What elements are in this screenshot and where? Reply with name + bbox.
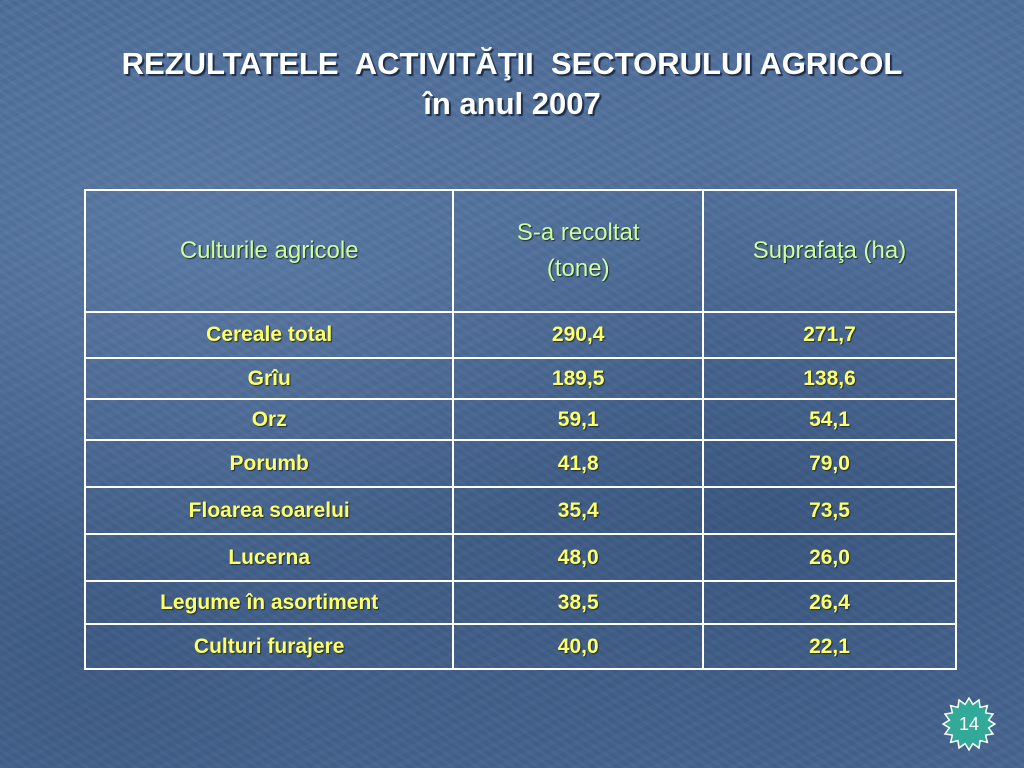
area-cell: 73,5 — [702, 486, 957, 535]
table-row: Cereale total 290,4 271,7 — [83, 311, 957, 359]
area-cell: 26,0 — [702, 533, 957, 582]
harvest-cell: 48,0 — [452, 533, 705, 582]
table-row: Lucerna 48,0 26,0 — [83, 533, 957, 582]
page-number: 14 — [958, 714, 980, 734]
agricultural-results-table: Culturile agricole S-a recoltat (tone) S… — [83, 189, 957, 670]
page-number-badge: 14 — [941, 696, 997, 752]
harvest-cell: 59,1 — [452, 398, 705, 441]
table-row: Legume în asortiment 38,5 26,4 — [83, 580, 957, 625]
crop-name-cell: Culturi furajere — [83, 623, 455, 670]
harvest-cell: 290,4 — [452, 311, 705, 359]
crop-name-cell: Grîu — [83, 357, 455, 400]
crop-name-cell: Lucerna — [83, 533, 455, 582]
crop-name-cell: Porumb — [83, 439, 455, 488]
harvest-cell: 41,8 — [452, 439, 705, 488]
area-cell: 26,4 — [702, 580, 957, 625]
area-cell: 138,6 — [702, 357, 957, 400]
table-row: Grîu 189,5 138,6 — [83, 357, 957, 400]
header-harvested: S-a recoltat (tone) — [452, 189, 705, 313]
slide-title: REZULTATELE ACTIVITĂŢII SECTORULUI AGRIC… — [0, 44, 1024, 124]
harvest-cell: 38,5 — [452, 580, 705, 625]
area-cell: 54,1 — [702, 398, 957, 441]
header-crops: Culturile agricole — [83, 189, 455, 313]
area-cell: 79,0 — [702, 439, 957, 488]
slide-title-line2: în anul 2007 — [423, 86, 601, 121]
area-cell: 22,1 — [702, 623, 957, 670]
area-cell: 271,7 — [702, 311, 957, 359]
header-area: Suprafaţa (ha) — [702, 189, 957, 313]
crop-name-cell: Legume în asortiment — [83, 580, 455, 625]
table-row: Floarea soarelui 35,4 73,5 — [83, 486, 957, 535]
harvest-cell: 40,0 — [452, 623, 705, 670]
table-row: Porumb 41,8 79,0 — [83, 439, 957, 488]
table-row: Culturi furajere 40,0 22,1 — [83, 623, 957, 670]
crop-name-cell: Orz — [83, 398, 455, 441]
crop-name-cell: Cereale total — [83, 311, 455, 359]
harvest-cell: 35,4 — [452, 486, 705, 535]
crop-name-cell: Floarea soarelui — [83, 486, 455, 535]
harvest-cell: 189,5 — [452, 357, 705, 400]
table-row: Orz 59,1 54,1 — [83, 398, 957, 441]
starburst-icon — [941, 696, 997, 752]
table-header-row: Culturile agricole S-a recoltat (tone) S… — [83, 189, 957, 313]
slide-title-line1: REZULTATELE ACTIVITĂŢII SECTORULUI AGRIC… — [121, 46, 903, 81]
